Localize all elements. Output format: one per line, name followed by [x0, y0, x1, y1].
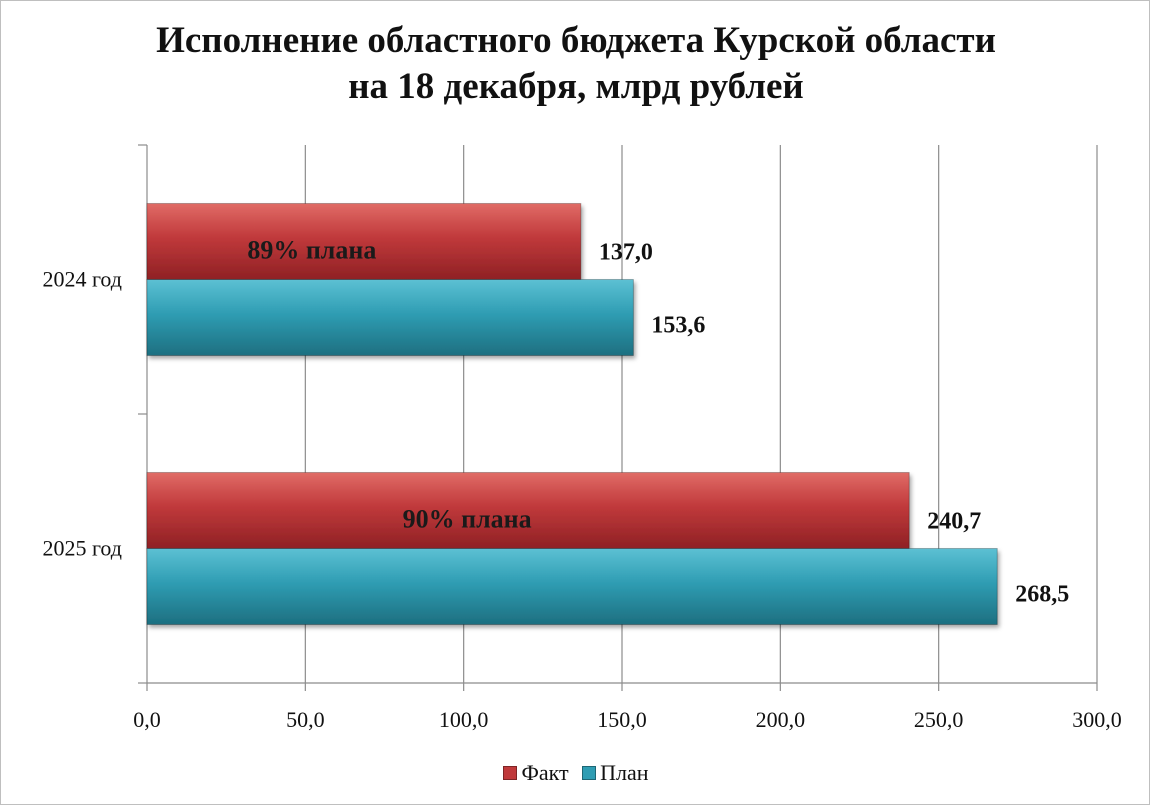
category-label-1: 2025 год	[42, 536, 122, 561]
category-label-0: 2024 год	[42, 267, 122, 292]
x-tick-label-4: 200,0	[756, 707, 806, 732]
bar-fakt-0	[146, 203, 582, 280]
legend-swatch-fakt	[503, 766, 518, 780]
data-label-fakt-1: 240,7	[927, 509, 981, 535]
x-tick-label-3: 150,0	[597, 707, 647, 732]
legend-label-fakt: Факт	[521, 760, 569, 785]
x-tick-label-6: 300,0	[1072, 707, 1122, 732]
data-label-plan-1: 268,5	[1015, 582, 1069, 608]
x-tick-label-0: 0,0	[133, 707, 161, 732]
chart-legend: Факт План	[0, 760, 1152, 786]
data-label-fakt-0: 137,0	[599, 240, 653, 266]
x-tick-label-2: 100,0	[439, 707, 489, 732]
legend-label-plan: План	[600, 760, 649, 785]
bar-fakt-1	[146, 472, 910, 549]
data-label-plan-0: 153,6	[651, 313, 705, 339]
legend-swatch-plan	[582, 766, 597, 780]
bar-plan-1	[146, 548, 998, 625]
chart-title-line-2: на 18 декабря, млрд рублей	[348, 66, 804, 107]
chart-title-line-1: Исполнение областного бюджета Курской об…	[156, 20, 996, 61]
legend-item-plan: План	[582, 760, 649, 786]
annotation-percent-1: 90% плана	[403, 505, 532, 534]
labels: 0,0 50,0 100,0 150,0 200,0 250,0 300,0 2024 год…	[42, 236, 1121, 733]
legend-item-fakt: Факт	[503, 760, 569, 786]
annotation-percent-0: 89% плана	[247, 236, 376, 265]
chart-title: Исполнение областного бюджета Курской об…	[0, 18, 1152, 110]
bar-plan-0	[146, 279, 634, 356]
x-tick-label-1: 50,0	[286, 707, 325, 732]
bars	[146, 203, 998, 625]
x-tick-label-5: 250,0	[914, 707, 964, 732]
